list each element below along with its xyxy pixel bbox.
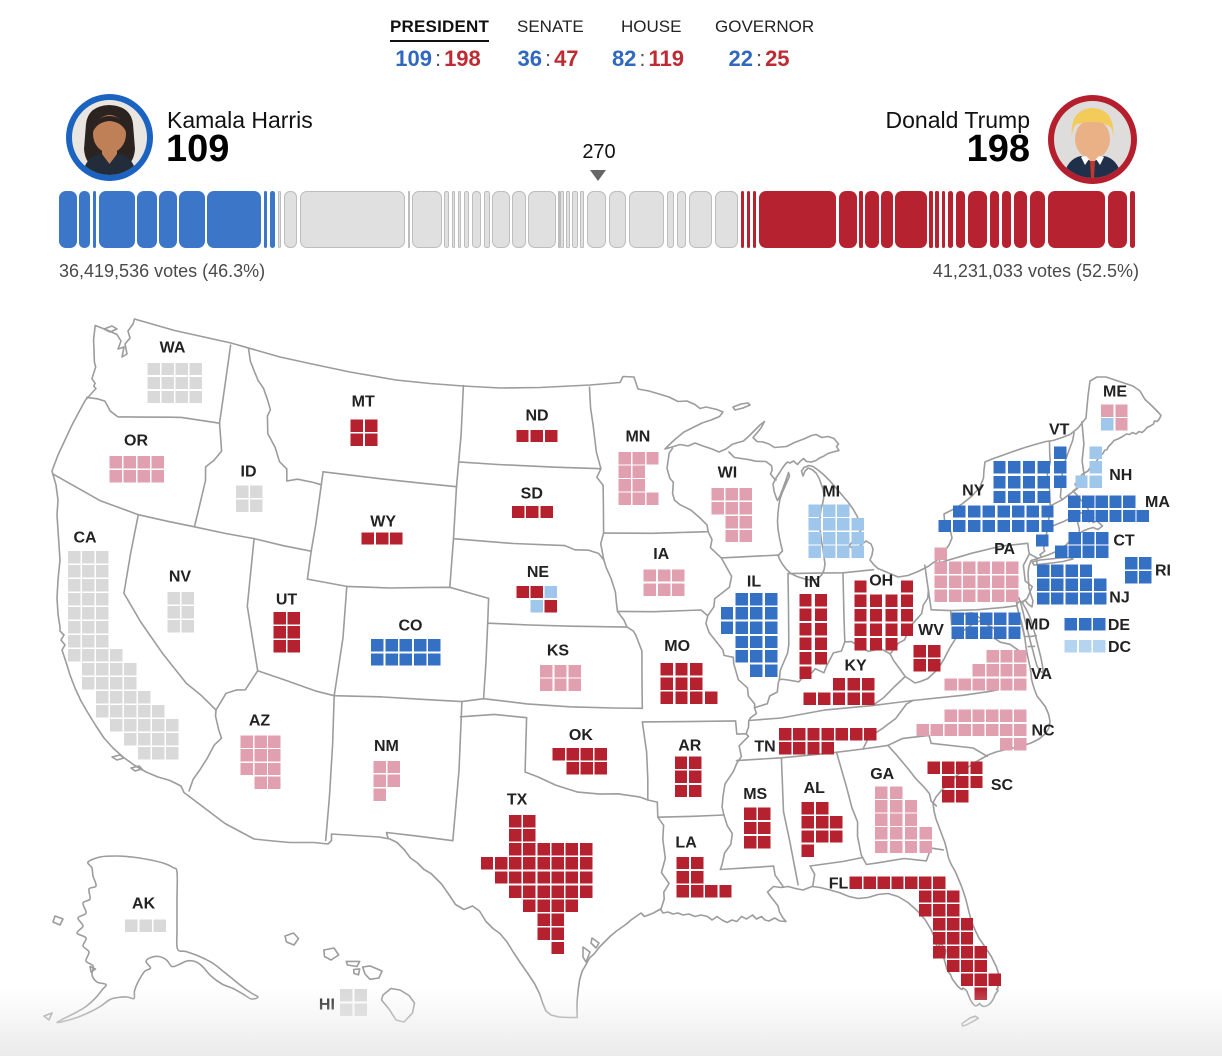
svg-text:AZ: AZ (249, 712, 271, 729)
svg-text:WA: WA (160, 340, 186, 357)
svg-text:CT: CT (1113, 533, 1135, 550)
svg-text:RI: RI (1155, 563, 1171, 580)
svg-text:TN: TN (754, 739, 775, 756)
svg-text:NJ: NJ (1109, 590, 1129, 607)
svg-text:LA: LA (675, 835, 697, 852)
svg-text:IL: IL (747, 574, 761, 591)
svg-text:MN: MN (625, 428, 650, 445)
svg-text:VA: VA (1031, 666, 1052, 683)
svg-text:TX: TX (507, 792, 528, 809)
svg-text:CA: CA (73, 530, 97, 547)
svg-text:OK: OK (569, 727, 593, 744)
svg-text:MT: MT (352, 394, 375, 411)
svg-text:AL: AL (804, 780, 826, 797)
svg-text:DC: DC (1108, 639, 1132, 656)
svg-text:VT: VT (1049, 422, 1070, 439)
svg-text:KS: KS (547, 643, 570, 660)
svg-text:AR: AR (678, 738, 702, 755)
svg-text:WY: WY (370, 513, 396, 530)
svg-text:MD: MD (1025, 617, 1050, 634)
svg-text:HI: HI (319, 997, 335, 1014)
svg-text:AK: AK (132, 896, 156, 913)
svg-text:MO: MO (664, 638, 690, 655)
svg-text:OH: OH (869, 573, 893, 590)
svg-text:SD: SD (521, 486, 543, 503)
svg-text:WI: WI (718, 465, 738, 482)
svg-text:NM: NM (374, 738, 399, 755)
svg-text:IA: IA (653, 546, 669, 563)
svg-text:MI: MI (822, 484, 840, 501)
svg-text:MA: MA (1145, 494, 1170, 511)
svg-text:WV: WV (918, 622, 944, 639)
svg-text:IN: IN (804, 574, 820, 591)
svg-text:ME: ME (1103, 383, 1127, 400)
svg-text:NH: NH (1109, 467, 1132, 484)
svg-text:MS: MS (743, 786, 767, 803)
svg-text:ND: ND (525, 408, 548, 425)
svg-text:PA: PA (994, 541, 1015, 558)
svg-text:KY: KY (844, 658, 867, 675)
svg-text:NC: NC (1031, 723, 1055, 740)
svg-text:NV: NV (169, 569, 192, 586)
svg-text:NE: NE (527, 564, 550, 581)
svg-text:NY: NY (962, 483, 985, 500)
svg-text:ID: ID (241, 463, 257, 480)
svg-text:UT: UT (276, 592, 298, 609)
svg-text:GA: GA (870, 766, 894, 783)
svg-text:CO: CO (399, 618, 423, 635)
svg-text:FL: FL (829, 876, 849, 893)
svg-text:OR: OR (124, 432, 148, 449)
svg-text:SC: SC (991, 777, 1014, 794)
svg-text:DE: DE (1108, 617, 1131, 634)
